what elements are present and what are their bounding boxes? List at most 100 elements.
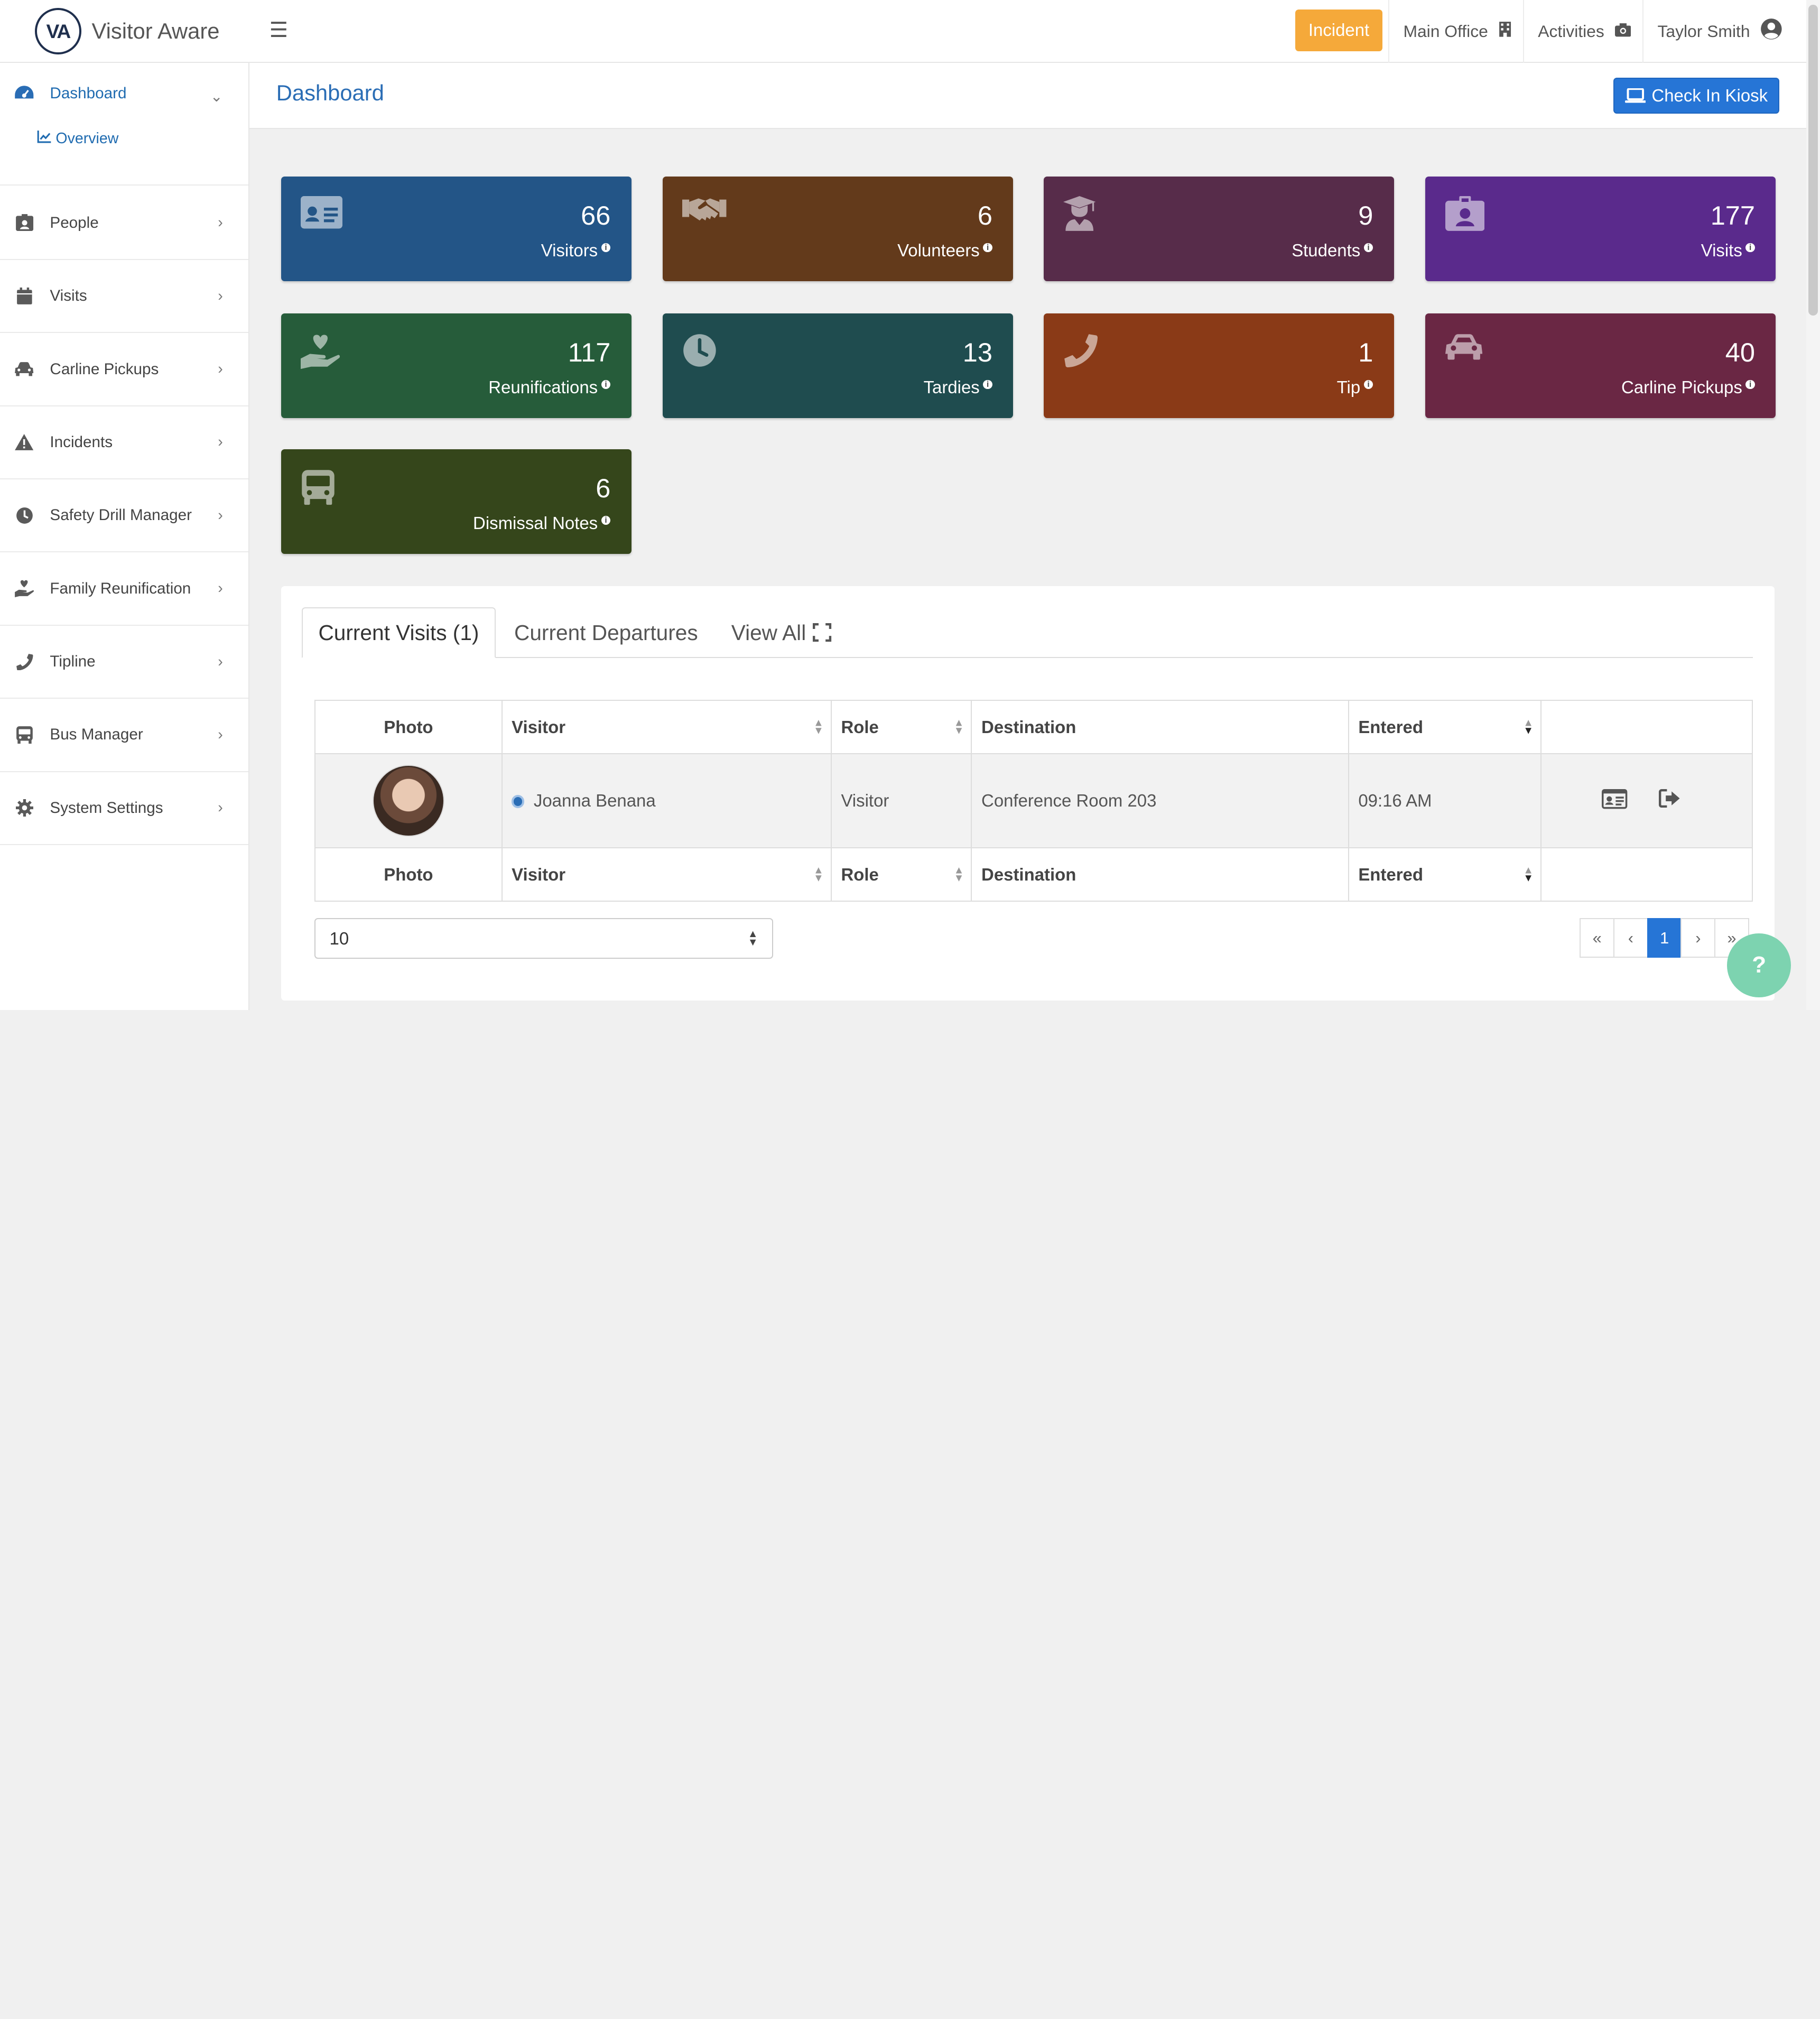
check-out-icon[interactable] <box>1658 789 1681 808</box>
phone-icon <box>1063 333 1098 373</box>
stat-value: 6 <box>596 473 611 503</box>
app-root: VA Visitor Aware ☰ Incident Main Office … <box>0 0 1820 1010</box>
table-header-row: Photo Visitor ▲ ▼ Role ▲ ▼ Destination Enter… <box>314 700 1753 755</box>
activities-menu[interactable]: Activities <box>1538 0 1631 63</box>
sidebar-item-system-settings[interactable]: System Settings › <box>0 772 249 845</box>
sort-icon: ▲ ▼ <box>813 864 824 884</box>
user-menu[interactable]: Taylor Smith <box>1657 0 1782 63</box>
sort-icon: ▲ ▼ <box>953 864 964 884</box>
stat-value: 117 <box>568 337 611 367</box>
info-icon[interactable]: i <box>601 243 611 253</box>
stat-card-reunifications[interactable]: 117 Reunifications i <box>281 313 632 418</box>
info-icon[interactable]: i <box>983 243 992 253</box>
sidebar: Dashboard ⌄ Overview People › Visits › <box>0 62 250 1010</box>
sidebar-item-label: System Settings <box>50 799 163 817</box>
info-icon[interactable]: i <box>983 379 992 390</box>
help-button[interactable]: ? <box>1727 933 1791 997</box>
sidebar-item-bus-manager[interactable]: Bus Manager › <box>0 699 249 772</box>
sort-icon: ▲ ▼ <box>953 717 964 737</box>
page-size-select[interactable]: 10 ▲ ▼ <box>314 918 773 959</box>
stat-label-text: Carline Pickups <box>1621 377 1742 397</box>
column-footer-role[interactable]: Role ▲ ▼ <box>830 847 972 902</box>
chevron-right-icon: › <box>218 433 223 451</box>
incident-button[interactable]: Incident <box>1295 9 1382 51</box>
tab-current-visits[interactable]: Current Visits (1) <box>302 607 496 659</box>
pagination-first[interactable]: « <box>1580 918 1615 958</box>
visits-table: Photo Visitor ▲ ▼ Role ▲ ▼ Destination Enter… <box>314 700 1753 902</box>
sidebar-item-incidents[interactable]: Incidents › <box>0 406 249 480</box>
check-in-kiosk-label: Check In Kiosk <box>1651 86 1768 106</box>
sidebar-item-carline-pickups[interactable]: Carline Pickups › <box>0 333 249 406</box>
column-header-label: Role <box>841 717 879 737</box>
column-footer-entered[interactable]: Entered ▲ ▼ <box>1348 847 1542 902</box>
table-row[interactable]: Joanna Benana Visitor Conference Room 20… <box>314 753 1753 849</box>
column-header-role[interactable]: Role ▲ ▼ <box>830 700 972 755</box>
stat-label: Visitors i <box>541 240 611 261</box>
clock-icon <box>12 507 37 524</box>
chevron-right-icon: › <box>218 287 223 304</box>
stat-value: 9 <box>1358 200 1373 230</box>
stat-value: 177 <box>1710 200 1755 230</box>
expand-icon <box>813 623 832 642</box>
stat-card-students[interactable]: 9 Students i <box>1043 176 1394 281</box>
info-icon[interactable]: i <box>1745 243 1755 253</box>
visitor-name: Joanna Benana <box>533 791 656 811</box>
tab-current-departures[interactable]: Current Departures <box>514 620 698 645</box>
info-icon[interactable]: i <box>1363 243 1373 253</box>
sidebar-item-family-reunification[interactable]: Family Reunification › <box>0 552 249 626</box>
chevron-right-icon: › <box>218 653 223 670</box>
sidebar-subitem-overview[interactable]: Overview <box>37 130 118 147</box>
sidebar-item-safety-drill-manager[interactable]: Safety Drill Manager › <box>0 479 249 553</box>
column-header-destination[interactable]: Destination <box>971 700 1349 755</box>
sidebar-item-tipline[interactable]: Tipline › <box>0 626 249 699</box>
column-header-entered[interactable]: Entered ▲ ▼ <box>1348 700 1542 755</box>
location-menu[interactable]: Main Office <box>1403 0 1511 63</box>
content-header: Dashboard Check In Kiosk <box>249 62 1806 129</box>
column-footer-visitor[interactable]: Visitor ▲ ▼ <box>501 847 832 902</box>
stat-card-carline-pickups[interactable]: 40 Carline Pickups i <box>1425 313 1776 418</box>
scrollbar-thumb[interactable] <box>1808 4 1818 316</box>
sidebar-item-people[interactable]: People › <box>0 187 249 260</box>
stat-card-tardies[interactable]: 13 Tardies i <box>663 313 1014 418</box>
stat-label: Visits i <box>1701 240 1755 261</box>
info-icon[interactable]: i <box>601 379 611 390</box>
tab-view-all-label: View All <box>731 620 806 645</box>
tab-view-all[interactable]: View All <box>731 607 832 659</box>
chevron-right-icon: › <box>218 506 223 524</box>
sidebar-item-visits[interactable]: Visits › <box>0 260 249 334</box>
stat-card-dismissal-notes[interactable]: 6 Dismissal Notes i <box>281 449 632 554</box>
visits-tabs: Current Visits (1) Current Departures Vi… <box>302 607 1753 659</box>
visitor-cell: Joanna Benana <box>501 753 832 849</box>
pagination-page-1[interactable]: 1 <box>1647 918 1682 958</box>
select-arrows-icon: ▲ ▼ <box>747 928 758 948</box>
sidebar-item-label: Dashboard <box>50 85 127 103</box>
column-header-visitor[interactable]: Visitor ▲ ▼ <box>501 700 832 755</box>
page-title: Dashboard <box>276 80 384 105</box>
user-circle-icon <box>1760 18 1782 44</box>
column-footer-destination[interactable]: Destination <box>971 847 1349 902</box>
phone-icon <box>12 653 37 671</box>
stat-card-volunteers[interactable]: 6 Volunteers i <box>663 176 1014 281</box>
scrollbar[interactable] <box>1806 0 1820 1010</box>
line-chart-icon <box>37 130 51 147</box>
info-icon[interactable]: i <box>1363 379 1373 390</box>
menu-toggle-icon[interactable]: ☰ <box>269 18 288 42</box>
stat-card-visits[interactable]: 177 Visits i <box>1425 176 1776 281</box>
info-icon[interactable]: i <box>601 515 611 525</box>
activities-label: Activities <box>1538 21 1604 41</box>
car-icon <box>1445 333 1482 366</box>
clock-icon <box>682 333 717 373</box>
handshake-icon <box>682 196 727 229</box>
brand[interactable]: VA Visitor Aware <box>0 0 248 63</box>
sort-desc-icon: ▲ ▼ <box>1523 717 1534 737</box>
info-icon[interactable]: i <box>1745 379 1755 390</box>
check-in-kiosk-button[interactable]: Check In Kiosk <box>1613 78 1780 114</box>
chevron-down-icon: ⌄ <box>210 88 223 105</box>
sidebar-item-dashboard[interactable]: Dashboard ⌄ Overview <box>0 63 249 186</box>
sidebar-item-label: Carline Pickups <box>50 360 159 378</box>
stat-card-visitors[interactable]: 66 Visitors i <box>281 176 632 281</box>
view-badge-icon[interactable] <box>1602 789 1628 809</box>
stat-card-tip[interactable]: 1 Tip i <box>1043 313 1394 418</box>
pagination-prev[interactable]: ‹ <box>1613 918 1648 958</box>
pagination-next[interactable]: › <box>1680 918 1716 958</box>
